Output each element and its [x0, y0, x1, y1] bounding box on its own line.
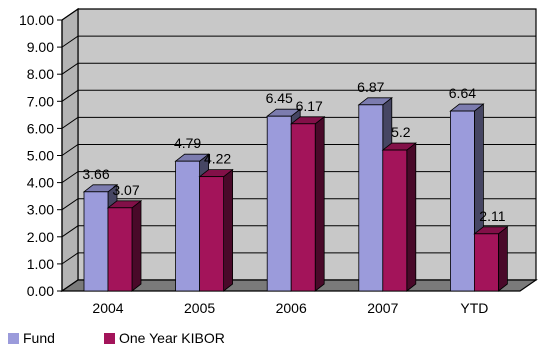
bar-front [266, 115, 292, 292]
data-label: 2.11 [479, 208, 505, 224]
y-tick-label: 9.00 [27, 39, 54, 55]
y-tick-label: 2.00 [27, 229, 54, 245]
legend-swatch [8, 333, 19, 344]
bar-1-0 [106, 199, 143, 292]
gridline [61, 62, 536, 75]
bar-side [223, 168, 234, 292]
y-tick-label: 3.00 [27, 202, 54, 218]
bar-front [83, 191, 109, 292]
bar-side [497, 226, 508, 292]
y-tick-label: 0.00 [27, 283, 54, 299]
y-tick-label: 1.00 [27, 256, 54, 272]
bar-0-4 [449, 103, 485, 292]
y-tick-label: 5.00 [27, 148, 54, 164]
data-label: 6.64 [449, 85, 476, 101]
data-label: 3.07 [112, 182, 139, 198]
bar-front [358, 104, 384, 292]
bar-1-4 [473, 226, 509, 292]
bar-1-1 [198, 168, 234, 292]
bar-front [290, 123, 316, 292]
legend: Fund One Year KIBOR [8, 330, 225, 346]
x-tick-label: 2004 [92, 300, 123, 316]
x-tick-label: 2007 [367, 300, 398, 316]
bars: 3.663.07 4.794.22 6.45 6.17 6.87 5.2 6.64 2.11 [82, 79, 509, 292]
bar-side [131, 199, 142, 292]
bar-front [199, 176, 225, 292]
gridline [61, 35, 536, 48]
bar-1-2 [290, 115, 326, 292]
gridline [61, 89, 536, 102]
data-label: 6.45 [266, 90, 293, 106]
legend-label: Fund [23, 330, 55, 346]
y-tick-label: 7.00 [27, 93, 54, 109]
bar-side [406, 142, 417, 292]
y-tick-label: 4.00 [27, 175, 54, 191]
bar-side [314, 115, 325, 292]
x-tick-label: 2005 [184, 300, 215, 316]
x-tick-label: 2006 [276, 300, 307, 316]
gridline [61, 8, 536, 21]
bar-front [473, 233, 499, 292]
y-axis: 0.00 1.00 2.00 3.00 4.00 5.00 6.00 7.00 8.00 9.00… [19, 12, 63, 299]
bar-1-3 [381, 142, 417, 292]
legend-swatch [104, 333, 115, 344]
bar-front [175, 160, 201, 292]
x-axis: 2004 2005 2006 2007 YTD [92, 300, 488, 316]
bar-front [107, 207, 133, 292]
data-label: 6.17 [296, 98, 323, 114]
y-tick-label: 8.00 [27, 66, 54, 82]
data-label: 4.79 [174, 135, 201, 151]
data-label: 5.2 [391, 124, 411, 140]
bar-front [382, 149, 408, 292]
x-tick-label: YTD [460, 300, 488, 316]
bar-front [449, 110, 475, 292]
y-tick-label: 6.00 [27, 120, 54, 136]
legend-label: One Year KIBOR [119, 330, 225, 346]
data-label: 6.87 [357, 79, 384, 95]
data-label: 4.22 [204, 151, 231, 167]
data-label: 3.66 [82, 166, 109, 182]
y-tick-label: 10.00 [19, 12, 54, 28]
